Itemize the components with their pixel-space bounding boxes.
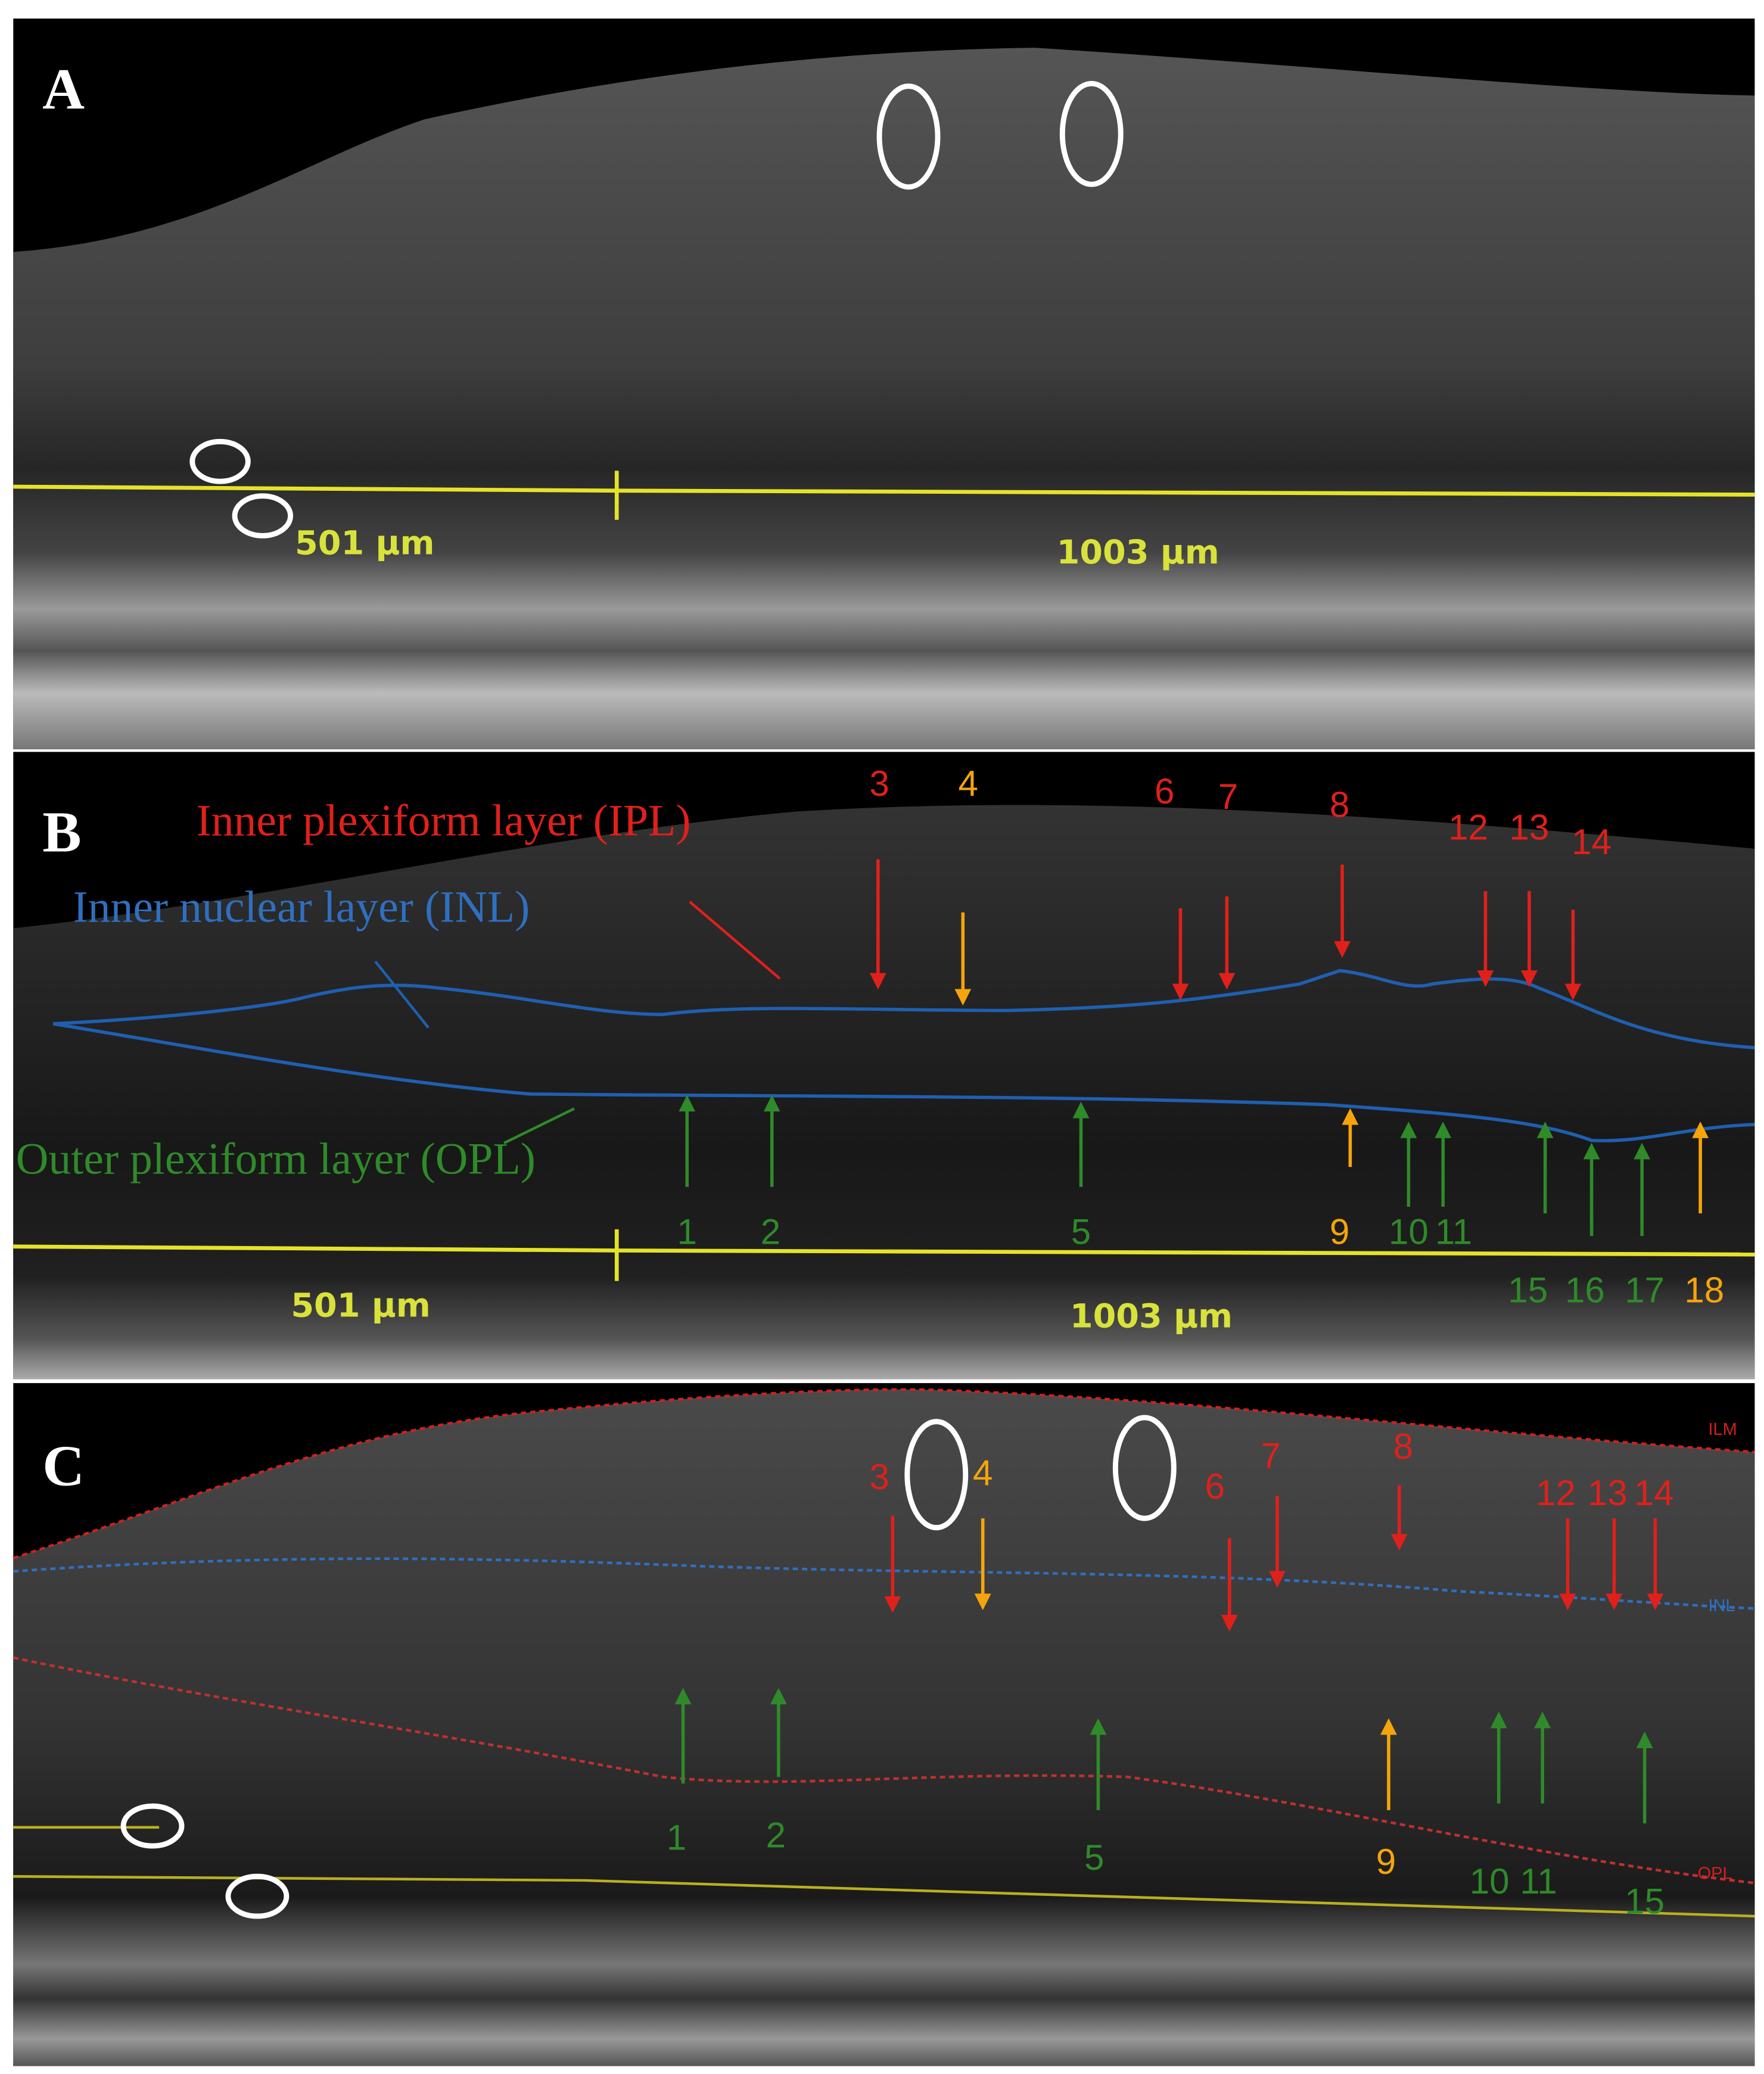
panel-c <box>13 1383 1755 2066</box>
inl-boundary <box>52 969 1755 1050</box>
scale-line <box>13 1875 584 1882</box>
scale-line <box>617 1248 1755 1257</box>
layer-label: OPL <box>1698 1864 1732 1883</box>
marker-number: 13 <box>1588 1473 1628 1513</box>
marker-number: 11 <box>1520 1861 1557 1901</box>
marker-number: 8 <box>1393 1427 1413 1466</box>
marker-number: 7 <box>1261 1436 1280 1476</box>
marker-number: 10 <box>1470 1861 1510 1901</box>
marker-number: 6 <box>1155 771 1174 811</box>
marker-number: 15 <box>1508 1270 1548 1310</box>
marker-number: 16 <box>1565 1270 1605 1310</box>
marker-number: 10 <box>1389 1212 1429 1251</box>
highlight-circle <box>904 1419 969 1531</box>
scale-line <box>13 1244 617 1253</box>
marker-number: 12 <box>1536 1473 1576 1513</box>
marker-number: 9 <box>1330 1212 1349 1251</box>
leader-line <box>503 1107 575 1145</box>
panel-label: A <box>42 58 85 122</box>
scale-line <box>13 484 617 493</box>
scale-label: 501 μm <box>291 1287 430 1325</box>
retina-scan <box>13 1389 1755 2066</box>
layer-label: Outer plexiform layer (OPL) <box>16 1134 536 1184</box>
scale-label: 501 μm <box>295 524 434 563</box>
highlight-circle <box>1059 80 1124 187</box>
marker-number: 2 <box>766 1815 786 1855</box>
marker-number: 14 <box>1572 822 1611 862</box>
marker-number: 2 <box>761 1212 780 1251</box>
panel-label: C <box>42 1434 85 1498</box>
layer-label: Inner plexiform layer (IPL) <box>196 796 690 846</box>
highlight-circle <box>225 1873 290 1919</box>
marker-number: 5 <box>1071 1212 1091 1251</box>
marker-number: 17 <box>1625 1270 1665 1310</box>
leader-line <box>689 901 781 980</box>
marker-number: 13 <box>1510 807 1550 847</box>
marker-number: 1 <box>677 1212 697 1251</box>
scale-line <box>617 488 1755 497</box>
scale-label: 1003 μm <box>1070 1297 1233 1336</box>
marker-number: 9 <box>1376 1842 1396 1882</box>
marker-number: 5 <box>1084 1838 1104 1877</box>
panel-a <box>13 18 1755 749</box>
layer-label: INL <box>1708 1596 1735 1615</box>
layer-label: ILM <box>1708 1420 1737 1439</box>
panel-b <box>13 752 1755 1379</box>
marker-number: 11 <box>1435 1212 1472 1251</box>
highlight-circle <box>876 83 941 190</box>
marker-number: 6 <box>1205 1466 1225 1506</box>
marker-number: 4 <box>958 764 978 804</box>
opl-boundary <box>52 1022 1755 1142</box>
highlight-circle <box>120 1803 185 1849</box>
marker-number: 8 <box>1330 784 1349 824</box>
marker-number: 14 <box>1634 1473 1674 1513</box>
highlight-circle <box>189 438 251 484</box>
layer-label: Inner nuclear layer (INL) <box>73 882 530 932</box>
scale-line <box>583 1879 1755 1918</box>
marker-number: 1 <box>667 1818 686 1858</box>
inl-boundary <box>13 1557 1755 1610</box>
scale-label: 1003 μm <box>1057 533 1219 572</box>
marker-number: 12 <box>1448 807 1488 847</box>
highlight-circle <box>1112 1415 1177 1521</box>
marker-number: 4 <box>973 1453 993 1493</box>
marker-number: 15 <box>1625 1882 1665 1922</box>
opl-boundary <box>13 1656 1755 1885</box>
highlight-circle <box>232 493 294 538</box>
marker-number: 18 <box>1684 1270 1724 1310</box>
retina-scan <box>13 48 1755 749</box>
retina-scan <box>13 805 1755 1379</box>
marker-number: 7 <box>1218 777 1238 817</box>
marker-number: 3 <box>869 764 889 804</box>
ilm-boundary <box>13 1388 1755 1560</box>
leader-line <box>374 960 430 1029</box>
panel-label: B <box>42 800 81 864</box>
marker-number: 3 <box>869 1457 889 1497</box>
